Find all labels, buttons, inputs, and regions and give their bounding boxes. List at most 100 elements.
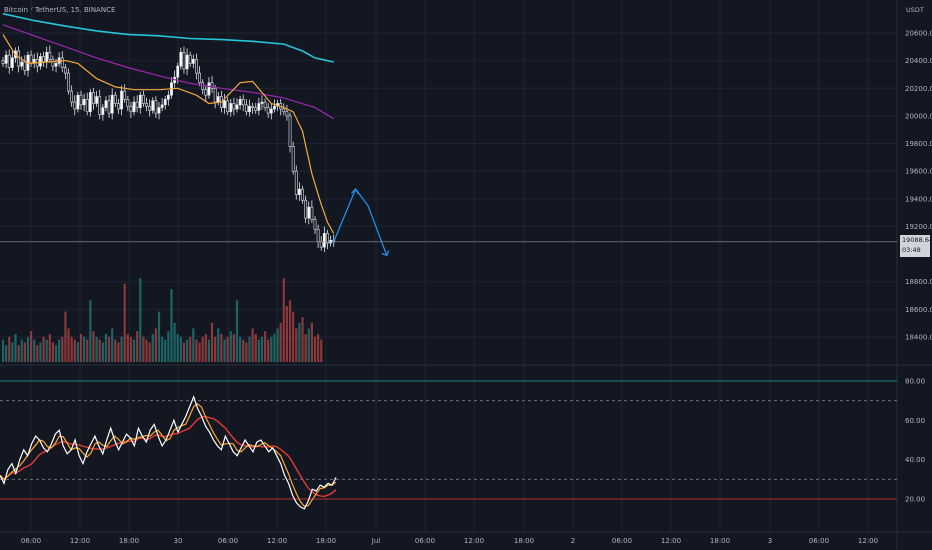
time-tick-label: 3 <box>768 537 772 545</box>
volume-bar <box>267 339 270 362</box>
candle-body <box>23 61 27 71</box>
volume-bar <box>270 336 273 362</box>
volume-bar <box>239 336 242 362</box>
time-tick-label: 12:00 <box>464 537 484 545</box>
volume-bar <box>298 322 301 362</box>
volume-bar <box>70 336 73 362</box>
volume-bar <box>173 322 176 362</box>
candle-body <box>232 103 236 110</box>
volume-bar <box>29 331 33 362</box>
candle-body <box>145 103 148 107</box>
volume-bar <box>260 336 264 362</box>
volume-bar <box>129 336 133 362</box>
volume-bar <box>176 334 179 362</box>
candle-body <box>39 56 42 67</box>
volume-bar <box>242 339 245 362</box>
time-tick-label: 12:00 <box>661 537 681 545</box>
volume-bar <box>54 345 58 362</box>
time-tick-label: 18:00 <box>710 537 730 545</box>
volume-bar <box>86 339 89 362</box>
volume-bar <box>145 339 148 362</box>
forecast-arrowhead-up <box>351 188 360 195</box>
volume-bar <box>295 328 298 362</box>
volume-bar <box>114 339 117 362</box>
candle-body <box>123 90 127 100</box>
volume-bar <box>120 336 123 362</box>
price-tick-label: 20200.00 <box>905 85 932 93</box>
candle-body <box>51 58 55 67</box>
candle-body <box>101 107 105 115</box>
candle-body <box>322 233 326 248</box>
volume-bar <box>33 339 36 362</box>
candle-body <box>285 111 289 117</box>
time-tick-label: 18:00 <box>514 537 534 545</box>
candle-body <box>160 104 164 108</box>
currency-label: USDT <box>906 6 924 14</box>
volume-bar <box>92 331 95 362</box>
candle-body <box>148 105 152 111</box>
volume-bar <box>263 331 267 362</box>
chart-title: Bitcoin / TetherUS, 15, BINANCE <box>4 6 116 14</box>
candle-body <box>188 54 192 64</box>
volume-bar <box>254 334 257 362</box>
time-tick-label: 18:00 <box>119 537 139 545</box>
candle-body <box>216 96 220 103</box>
volume-bar <box>67 328 70 362</box>
volume-bar <box>117 342 120 362</box>
candle-body <box>10 57 14 68</box>
volume-bar <box>157 311 161 362</box>
volume-bar <box>170 289 173 362</box>
candle-body <box>73 101 77 110</box>
time-tick-label: 2 <box>571 537 575 545</box>
volume-bar <box>201 336 204 362</box>
candle-body <box>157 107 161 114</box>
volume-bar <box>142 336 145 362</box>
ma-purple-line <box>2 24 335 120</box>
volume-bar <box>154 328 157 362</box>
volume-bar <box>61 336 64 362</box>
candle-body <box>154 100 158 114</box>
volume-bar <box>307 328 310 362</box>
volume-bar <box>1 339 5 362</box>
time-tick-label: 12:00 <box>70 537 90 545</box>
candle-body <box>291 146 295 172</box>
volume-bar <box>245 342 248 362</box>
price-tick-label: 19800.00 <box>905 140 932 148</box>
current-price-value: 19088.64 <box>902 236 932 244</box>
candle-body <box>120 90 123 110</box>
volume-bar <box>107 336 111 362</box>
candle-body <box>204 89 208 96</box>
volume-bar <box>111 328 114 362</box>
candle-body <box>241 99 245 106</box>
time-tick-label: 12:00 <box>267 537 287 545</box>
candle-body <box>191 58 195 64</box>
volume-bar <box>132 339 136 362</box>
candle-body <box>260 101 264 104</box>
candle-body <box>126 99 130 107</box>
candle-body <box>179 52 183 67</box>
rsi-signal-orange-line <box>0 403 337 507</box>
countdown-value: 03:48 <box>902 246 921 254</box>
candle-body <box>138 94 142 108</box>
candle-body <box>297 188 301 195</box>
volume-bar <box>304 334 307 362</box>
candle-body <box>82 99 86 106</box>
candle-body <box>110 94 114 114</box>
volume-bar <box>51 342 55 362</box>
candle-body <box>163 99 167 106</box>
volume-bar <box>26 336 30 362</box>
candle-body <box>201 82 205 90</box>
price-tick-label: 19400.00 <box>905 195 932 203</box>
candle-body <box>45 52 49 63</box>
volume-bar <box>14 334 17 362</box>
volume-bar <box>310 322 313 362</box>
candle-body <box>213 87 217 103</box>
candle-body <box>117 103 120 110</box>
candle-body <box>313 219 317 230</box>
candle-body <box>307 206 311 219</box>
volume-bar <box>164 339 167 362</box>
volume-bar <box>279 322 282 362</box>
candle-body <box>92 92 95 104</box>
volume-bar <box>20 339 23 362</box>
